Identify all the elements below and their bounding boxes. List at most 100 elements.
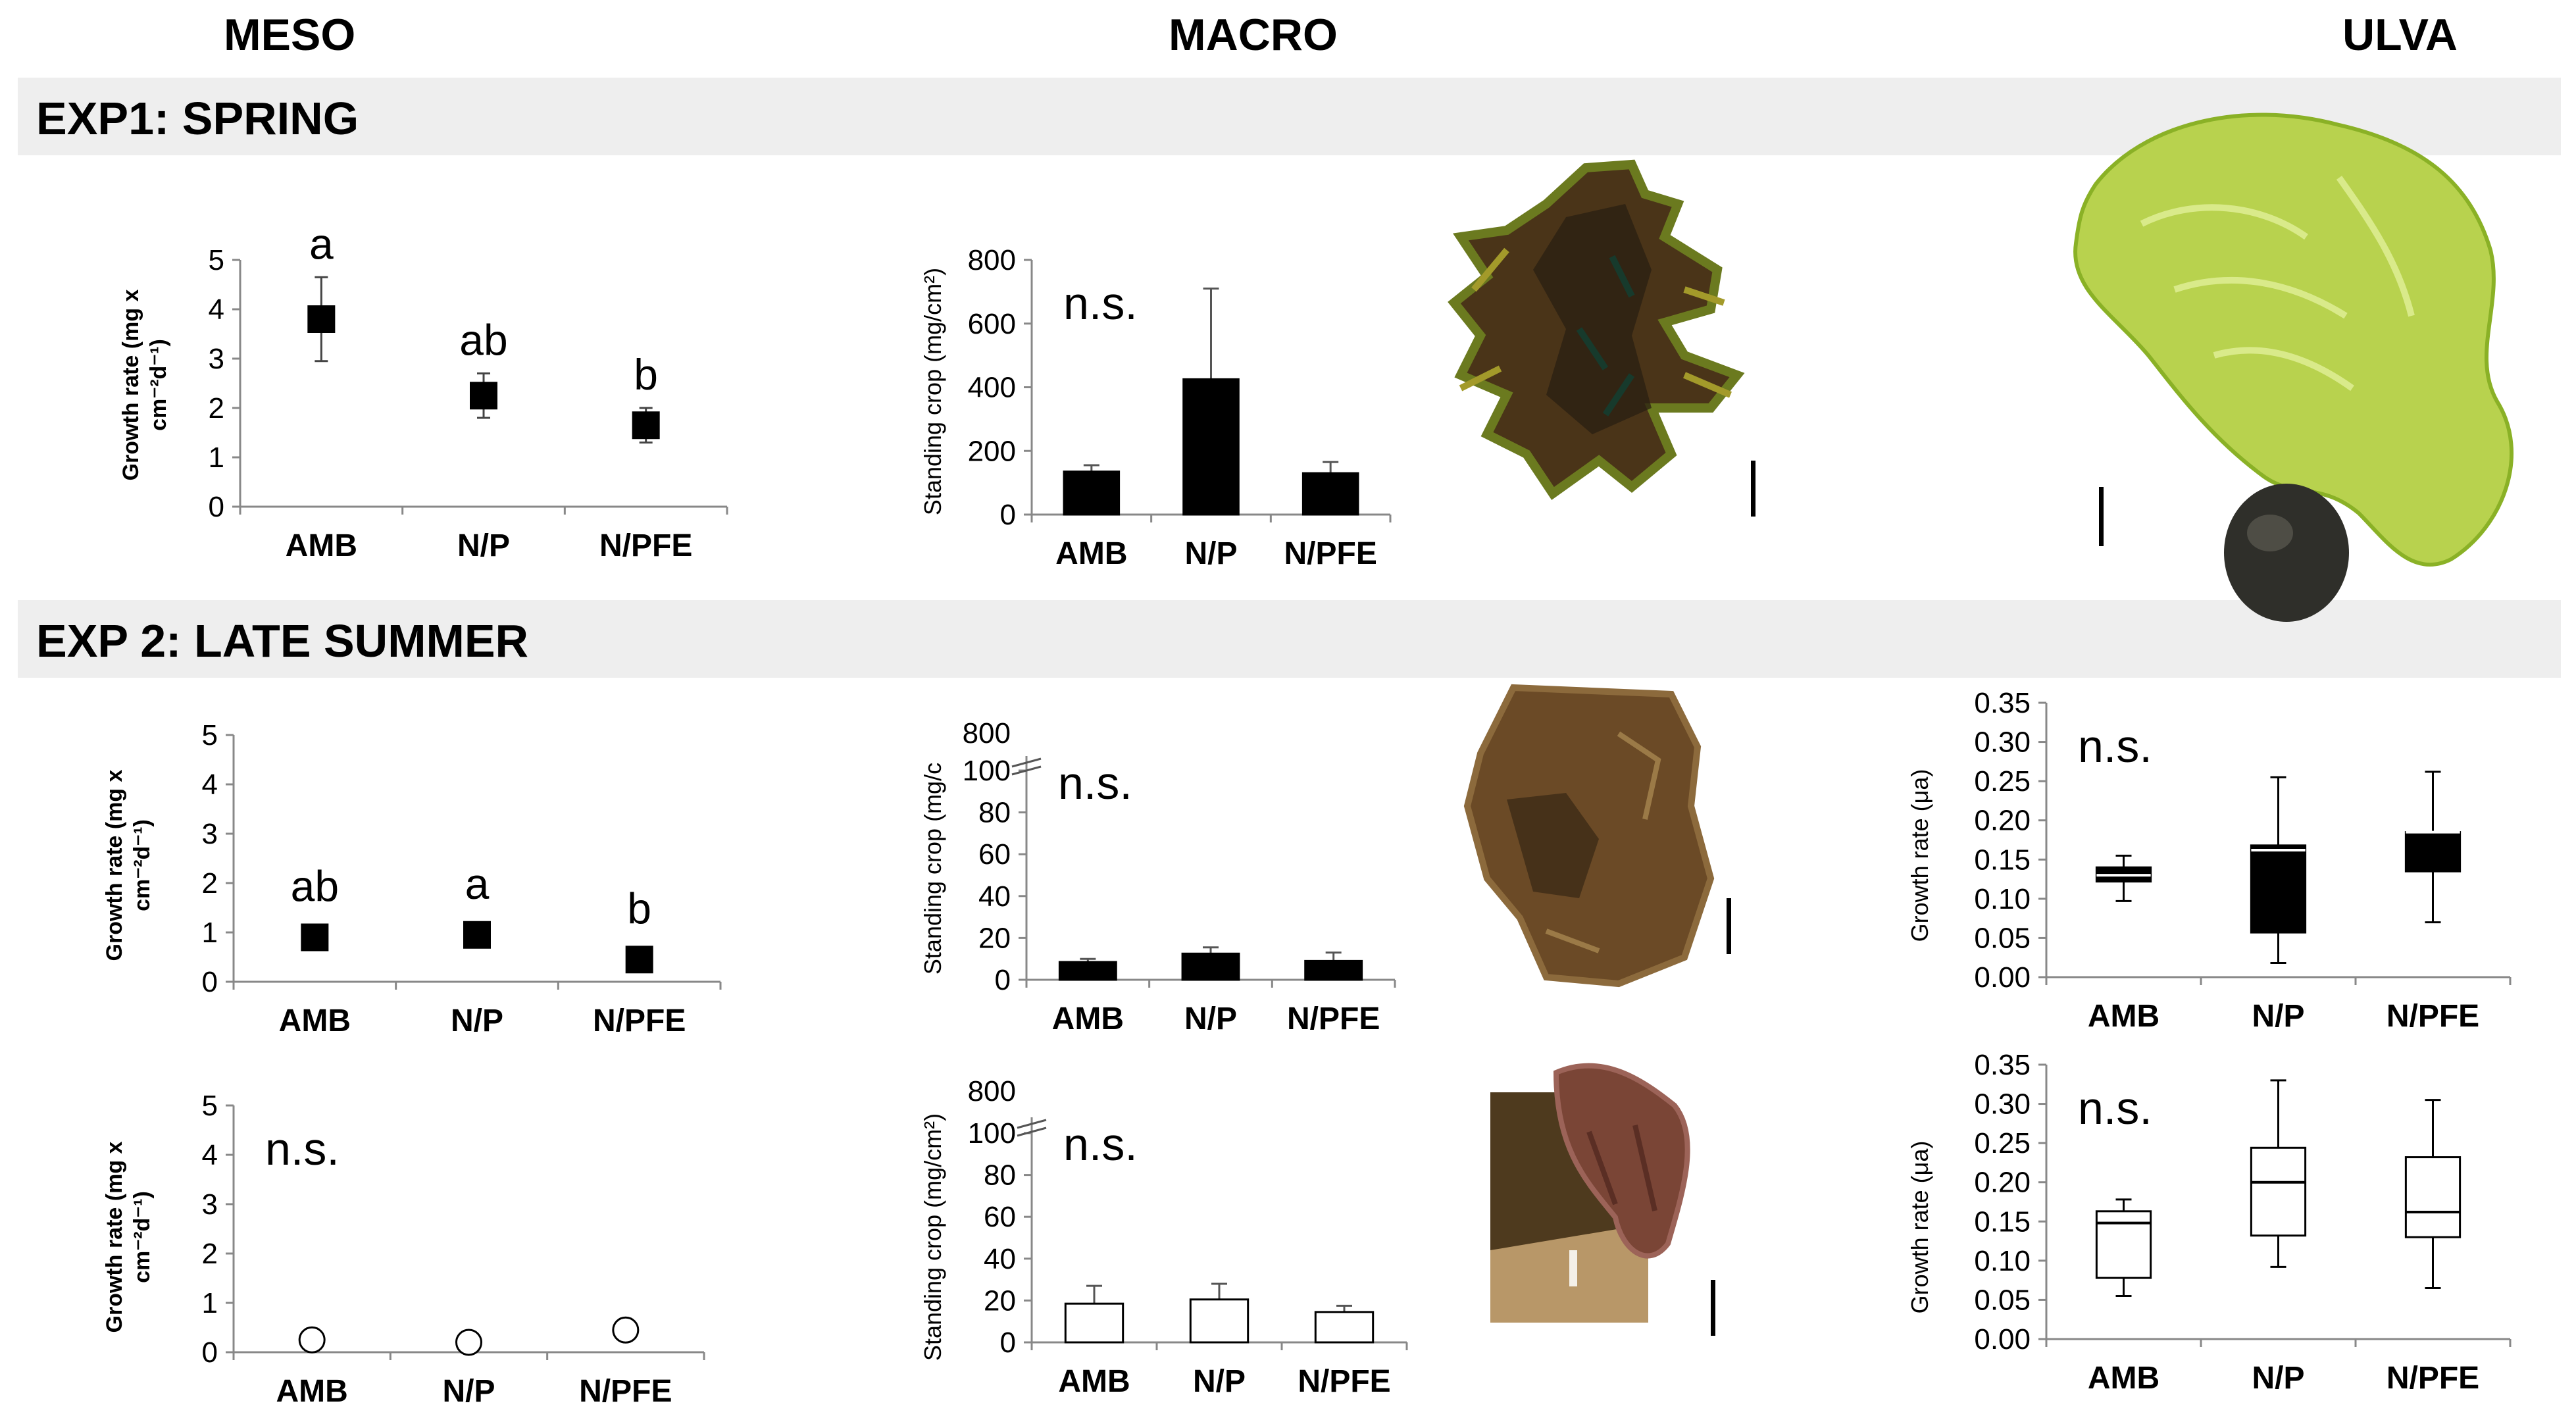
- y-tick-label: 800: [968, 244, 1016, 276]
- y-axis-label-line: Standing crop (mg/cm²): [919, 1113, 946, 1361]
- macroalgae-tile-photo: [1490, 1063, 1715, 1336]
- y-tick-label: 0: [202, 966, 218, 998]
- y-tick-label: 0.35: [1974, 687, 2031, 719]
- y-tick-label: 0.00: [1974, 1323, 2031, 1356]
- y-tick-label: 0.30: [1974, 1088, 2031, 1121]
- y-axis-label-line: cm⁻²d⁻¹): [130, 1191, 155, 1283]
- x-tick-label: N/PFE: [2387, 999, 2479, 1034]
- y-tick-label: 4: [202, 769, 218, 801]
- y-tick-label: 0.15: [1974, 844, 2031, 876]
- y-tick-label: 600: [968, 308, 1016, 340]
- data-point: [455, 1329, 482, 1356]
- column-title-meso: MESO: [224, 10, 356, 60]
- y-axis-label: Standing crop (mg/cm²): [919, 268, 946, 515]
- y-axis-label-line: Growth rate (μa): [1906, 1141, 1933, 1314]
- bar: [1304, 959, 1363, 981]
- y-axis-label: Standing crop (mg/cm²): [919, 1113, 946, 1361]
- y-tick-label: 40: [984, 1243, 1016, 1275]
- x-tick-label: AMB: [2088, 999, 2159, 1034]
- y-tick-label: 80: [978, 797, 1011, 829]
- y-axis-label: Growth rate (μa): [1906, 769, 1933, 942]
- y-tick-label: 0: [209, 491, 224, 523]
- x-tick-label: N/P: [457, 528, 510, 563]
- x-tick-label: AMB: [1058, 1364, 1130, 1399]
- x-tick-label: N/PFE: [1284, 536, 1376, 571]
- macro-exp1-photo: [1434, 158, 1783, 543]
- box: [2250, 1146, 2307, 1237]
- y-tick-label: 2: [202, 867, 218, 900]
- chart-meso-exp2-open: AMB N/P N/PFE 0 1 2 3 4 5 Growth rate (mg x cm⁻²d⁻…: [0, 1079, 724, 1415]
- y-axis-label: Standing crop (mg/c: [919, 763, 946, 975]
- bar: [1182, 378, 1240, 516]
- significance-annotation: n.s.: [1058, 757, 1132, 809]
- axis-break-mark: [1011, 757, 1042, 768]
- chart-macro-exp2-open: AMB N/P N/PFE 0 20 40 60 80 100 800 Standing crop …: [855, 1069, 1513, 1415]
- y-tick-label: 0.05: [1974, 922, 2031, 954]
- macro-exp2-open-photo: [1477, 1053, 1721, 1346]
- x-tick-label: N/P: [2252, 1361, 2304, 1396]
- significance-letter: ab: [459, 316, 507, 365]
- y-tick-label: 100: [963, 755, 1011, 787]
- data-point: [307, 305, 336, 333]
- y-tick-label: 3: [202, 1188, 218, 1221]
- bar: [1189, 1298, 1250, 1344]
- y-tick-label: 0.10: [1974, 883, 2031, 915]
- y-tick-label: 0.10: [1974, 1245, 2031, 1277]
- chart-meso-exp2-filled: AMB N/P N/PFE 0 1 2 3 4 5 Growth rate (mg x cm⁻²d⁻…: [0, 704, 724, 1059]
- bar: [1063, 470, 1121, 516]
- y-tick-label: 2: [209, 392, 224, 424]
- significance-annotation: n.s.: [1063, 278, 1138, 329]
- x-tick-label: N/PFE: [579, 1374, 672, 1409]
- x-tick-label: N/P: [442, 1374, 495, 1409]
- y-tick-label: 5: [202, 719, 218, 751]
- x-tick-label: N/PFE: [599, 528, 692, 563]
- exp2-label: EXP 2: LATE SUMMER: [36, 615, 529, 667]
- box: [2404, 1156, 2462, 1238]
- y-tick-label: 800: [963, 717, 1011, 749]
- y-tick-label: 20: [984, 1284, 1016, 1317]
- significance-annotation: n.s.: [265, 1123, 340, 1175]
- y-tick-label: 0.20: [1974, 1167, 2031, 1199]
- bar: [1058, 961, 1117, 981]
- y-tick-label: 800: [968, 1075, 1016, 1107]
- y-tick-label: 0.30: [1974, 726, 2031, 759]
- y-tick-label: 40: [978, 880, 1011, 913]
- y-tick-label: 200: [968, 435, 1016, 467]
- axis-break-mark: [1017, 1127, 1047, 1137]
- box: [2404, 831, 2462, 873]
- data-point: [298, 1326, 326, 1354]
- chart-macro-exp2-filled: AMB N/P N/PFE 0 20 40 60 80 100 800 Standing crop …: [855, 704, 1513, 1059]
- x-tick-label: AMB: [1052, 1002, 1124, 1036]
- y-tick-label: 20: [978, 922, 1011, 954]
- chart-meso-exp1: AMB N/P N/PFE 0 1 2 3 4 5 Growth rate (mg x cm⁻²d⁻…: [0, 217, 728, 586]
- y-tick-label: 1: [209, 442, 224, 474]
- y-tick-label: 60: [984, 1201, 1016, 1233]
- data-point: [301, 923, 329, 951]
- significance-annotation: n.s.: [2078, 1082, 2152, 1134]
- y-tick-label: 0.15: [1974, 1205, 2031, 1238]
- y-axis-label-line: Growth rate (mg x: [102, 1141, 127, 1332]
- chart-ulva-exp2-filled-svg: AMB N/P N/PFE 0.00 0.05 0.10 0.15 0.20 0.25 0.30 0…: [1906, 687, 2512, 1034]
- x-tick-label: N/P: [1184, 536, 1237, 571]
- exp1-label: EXP1: SPRING: [36, 93, 359, 144]
- y-tick-label: 2: [202, 1238, 218, 1270]
- y-tick-label: 4: [209, 293, 224, 326]
- exp2-band: EXP 2: LATE SUMMER: [18, 600, 2561, 678]
- macro-exp2-filled-photo: [1448, 681, 1744, 994]
- x-tick-label: AMB: [279, 1003, 351, 1038]
- axis-break-mark: [1011, 765, 1042, 776]
- y-axis-label-line: Growth rate (μa): [1906, 769, 1933, 942]
- bar: [1181, 952, 1240, 981]
- chart-macro-exp1-svg: AMB N/P N/PFE 0 200 400 600 800 Standing crop (m…: [919, 244, 1392, 571]
- y-tick-label: 5: [202, 1090, 218, 1122]
- x-tick-label: N/P: [2252, 999, 2304, 1034]
- y-axis-label-line: cm⁻²d⁻¹): [130, 819, 155, 911]
- x-tick-label: AMB: [2088, 1361, 2159, 1396]
- y-tick-label: 0: [1000, 1327, 1016, 1359]
- bar: [1314, 1311, 1375, 1344]
- x-tick-label: N/PFE: [2387, 1361, 2479, 1396]
- x-tick-label: AMB: [286, 528, 357, 563]
- y-tick-label: 3: [202, 818, 218, 850]
- y-tick-label: 1: [202, 917, 218, 949]
- ulva-photo: [2043, 105, 2569, 648]
